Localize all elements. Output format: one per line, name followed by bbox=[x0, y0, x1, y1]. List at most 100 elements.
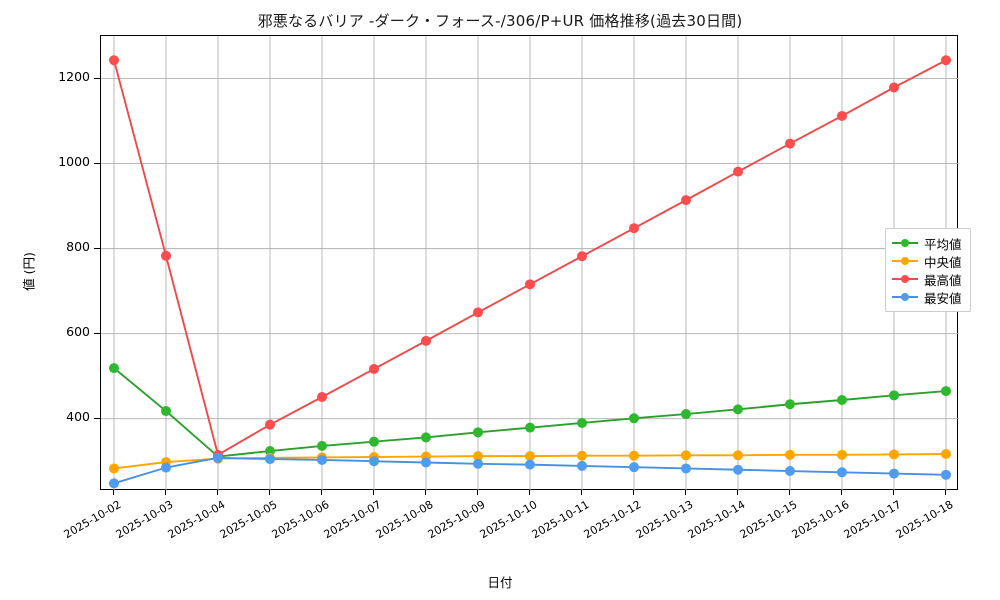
x-axis-tick-mark bbox=[165, 490, 166, 495]
x-axis-tick-label: 2025-10-11 bbox=[529, 498, 592, 542]
x-axis-tick-mark bbox=[425, 490, 426, 495]
data-point bbox=[577, 460, 587, 471]
data-point bbox=[369, 456, 379, 467]
x-axis-tick-label: 2025-10-08 bbox=[373, 498, 436, 542]
x-axis-tick-label: 2025-10-17 bbox=[841, 498, 904, 542]
x-axis-tick-label: 2025-10-13 bbox=[633, 498, 696, 542]
x-axis-tick-label: 2025-10-14 bbox=[685, 498, 748, 542]
x-axis-tick-mark bbox=[113, 490, 114, 495]
data-point bbox=[681, 195, 691, 206]
data-point bbox=[785, 466, 795, 477]
data-point bbox=[733, 166, 743, 177]
data-point bbox=[733, 404, 743, 415]
data-point bbox=[473, 451, 483, 462]
x-axis-tick-mark bbox=[321, 490, 322, 495]
data-point bbox=[317, 454, 327, 465]
y-axis-tick-label: 800 bbox=[66, 238, 90, 254]
data-point bbox=[629, 223, 639, 234]
x-axis-tick-mark bbox=[581, 490, 582, 495]
data-series-layer bbox=[109, 55, 951, 489]
data-point bbox=[837, 395, 847, 405]
x-axis-tick-mark bbox=[893, 490, 894, 495]
y-axis-tick-mark bbox=[94, 162, 100, 164]
y-axis-tick-mark bbox=[94, 332, 100, 334]
data-point bbox=[733, 464, 743, 475]
data-point bbox=[577, 417, 587, 428]
legend-marker-icon bbox=[892, 273, 918, 285]
legend-marker-icon bbox=[892, 255, 918, 267]
data-point bbox=[525, 279, 535, 290]
data-point bbox=[837, 449, 847, 460]
grid-lines bbox=[101, 36, 959, 491]
data-point bbox=[109, 55, 119, 66]
x-axis-title: 日付 bbox=[487, 575, 513, 590]
x-axis-tick-label: 2025-10-09 bbox=[425, 498, 488, 542]
data-point bbox=[369, 436, 379, 447]
x-axis-tick-label: 2025-10-04 bbox=[165, 498, 228, 542]
data-point bbox=[837, 467, 847, 478]
x-axis-tick-label: 2025-10-07 bbox=[321, 498, 384, 542]
data-point bbox=[889, 82, 899, 93]
data-point bbox=[317, 392, 327, 403]
data-point bbox=[109, 478, 119, 489]
x-axis-tick-mark bbox=[269, 490, 270, 495]
data-point bbox=[109, 363, 119, 374]
x-axis-tick-mark bbox=[945, 490, 946, 495]
data-point bbox=[317, 440, 327, 451]
legend-item-label: 平均値 bbox=[924, 236, 962, 252]
data-point bbox=[629, 462, 639, 473]
data-point bbox=[629, 413, 639, 424]
legend-item-label: 最高値 bbox=[924, 272, 962, 288]
legend-item-label: 中央値 bbox=[924, 254, 962, 270]
plot-area bbox=[100, 35, 959, 491]
data-point bbox=[265, 454, 275, 465]
series-4 bbox=[109, 452, 951, 489]
data-point bbox=[525, 422, 535, 433]
data-point bbox=[161, 250, 171, 261]
data-point bbox=[785, 399, 795, 410]
data-point bbox=[941, 386, 951, 397]
x-axis-tick-mark bbox=[633, 490, 634, 495]
data-point bbox=[473, 427, 483, 438]
x-axis-tick-label: 2025-10-06 bbox=[269, 498, 332, 542]
x-axis-tick-mark bbox=[373, 490, 374, 495]
x-axis-tick-label: 2025-10-10 bbox=[477, 498, 540, 542]
data-point bbox=[941, 469, 951, 480]
x-axis-tick-mark bbox=[841, 490, 842, 495]
data-point bbox=[161, 462, 171, 473]
x-axis-tick-mark bbox=[477, 490, 478, 495]
x-axis-tick-label: 2025-10-16 bbox=[789, 498, 852, 542]
data-point bbox=[889, 468, 899, 479]
data-point bbox=[161, 406, 171, 417]
data-point bbox=[889, 390, 899, 401]
page-title: 邪悪なるバリア -ダーク・フォース-/306/P+UR 価格推移(過去30日間) bbox=[257, 12, 743, 30]
y-axis-tick-label: 600 bbox=[66, 323, 90, 339]
legend-marker-icon bbox=[892, 237, 918, 249]
data-point bbox=[681, 463, 691, 474]
data-point bbox=[525, 451, 535, 462]
legend-item-4: 最安値 bbox=[892, 288, 962, 306]
data-point bbox=[733, 450, 743, 461]
data-point bbox=[681, 409, 691, 420]
legend-item-1: 平均値 bbox=[892, 234, 962, 252]
data-point bbox=[785, 138, 795, 149]
data-point bbox=[265, 419, 275, 430]
data-point bbox=[525, 459, 535, 470]
legend-item-3: 最高値 bbox=[892, 270, 962, 288]
data-point bbox=[369, 363, 379, 374]
legend-item-label: 最安値 bbox=[924, 290, 962, 306]
data-point bbox=[629, 450, 639, 461]
x-axis-tick-mark bbox=[685, 490, 686, 495]
data-point bbox=[941, 55, 951, 66]
data-point bbox=[421, 457, 431, 468]
x-axis-tick-label: 2025-10-02 bbox=[61, 498, 124, 542]
data-point bbox=[421, 432, 431, 443]
data-point bbox=[213, 452, 223, 463]
y-axis-tick-label: 400 bbox=[66, 408, 90, 424]
y-axis-tick-mark bbox=[94, 77, 100, 79]
data-point bbox=[681, 450, 691, 461]
y-axis-tick-mark bbox=[94, 247, 100, 249]
data-point bbox=[473, 458, 483, 469]
x-axis-tick-label: 2025-10-03 bbox=[113, 498, 176, 542]
